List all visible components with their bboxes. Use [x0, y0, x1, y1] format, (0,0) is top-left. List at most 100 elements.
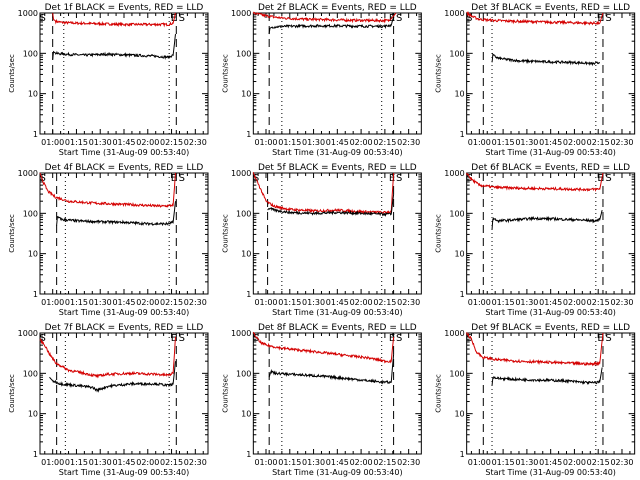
- x-tick-label: 02:15: [373, 458, 396, 467]
- x-tick-label: 02:00: [136, 298, 159, 307]
- event-marker-label: S: [40, 173, 46, 184]
- y-tick-label: 1000: [444, 329, 464, 338]
- detector-panel: Det 5f BLACK = Events, RED = LLD 1 10 100 10…: [221, 163, 422, 317]
- x-tick-label: 02:00: [563, 458, 586, 467]
- x-tick-label: 01:30: [89, 138, 112, 147]
- y-axis-label: Counts/sec: [435, 374, 443, 413]
- lld-rate-line: [466, 172, 604, 193]
- x-tick-label: 01:00: [41, 298, 64, 307]
- event-marker-label: S: [605, 13, 611, 24]
- detector-panel: Det 3f BLACK = Events, RED = LLD 1 10 100 10…: [435, 3, 636, 157]
- y-tick-label: 1: [33, 290, 38, 299]
- y-tick-label: 10: [241, 250, 251, 259]
- y-tick-label: 1: [33, 130, 38, 139]
- x-tick-label: 01:30: [302, 458, 325, 467]
- x-tick-label: 02:30: [184, 298, 207, 307]
- x-tick-label: 01:45: [326, 138, 349, 147]
- y-tick-label: 100: [449, 369, 464, 378]
- x-tick-label: 02:15: [587, 458, 610, 467]
- detector-panel: Det 1f BLACK = Events, RED = LLD 1 10 100 10…: [8, 3, 209, 157]
- panel-title: Det 8f BLACK = Events, RED = LLD: [258, 323, 417, 333]
- lld-rate-line: [466, 332, 604, 367]
- x-tick-label: 02:15: [587, 298, 610, 307]
- event-marker-label: E: [597, 173, 603, 184]
- event-marker-label: S: [396, 13, 402, 24]
- x-tick-label: 01:15: [65, 298, 88, 307]
- detector-panel: Det 8f BLACK = Events, RED = LLD 1 10 100 10…: [221, 323, 422, 477]
- x-tick-label: 01:00: [468, 138, 491, 147]
- x-axis-label: Start Time (31-Aug-09 00:53:40): [272, 308, 403, 317]
- x-tick-label: 01:45: [112, 458, 135, 467]
- x-tick-label: 01:15: [278, 458, 301, 467]
- event-marker-label: E: [597, 13, 603, 24]
- x-tick-label: 02:30: [397, 458, 420, 467]
- x-axis-label: Start Time (31-Aug-09 00:53:40): [59, 468, 190, 477]
- x-tick-label: 02:00: [563, 138, 586, 147]
- x-axis-label: Start Time (31-Aug-09 00:53:40): [272, 468, 403, 477]
- x-tick-label: 02:30: [610, 298, 633, 307]
- x-tick-label: 02:30: [397, 138, 420, 147]
- x-tick-label: 02:15: [160, 138, 183, 147]
- x-axis-label: Start Time (31-Aug-09 00:53:40): [485, 308, 616, 317]
- x-axis-label: Start Time (31-Aug-09 00:53:40): [272, 148, 403, 157]
- event-marker-label: S: [605, 333, 611, 344]
- x-tick-label: 01:00: [468, 298, 491, 307]
- y-tick-label: 10: [454, 250, 464, 259]
- x-tick-label: 01:00: [254, 138, 277, 147]
- x-tick-label: 01:15: [492, 458, 515, 467]
- y-tick-label: 1: [460, 290, 465, 299]
- x-axis-label: Start Time (31-Aug-09 00:53:40): [485, 148, 616, 157]
- events-rate-line: [491, 52, 601, 67]
- event-marker-label: S: [179, 333, 185, 344]
- y-tick-label: 1000: [231, 329, 251, 338]
- y-tick-label: 1000: [18, 329, 38, 338]
- y-tick-label: 1000: [18, 169, 38, 178]
- y-tick-label: 1000: [18, 9, 38, 18]
- y-tick-label: 1: [246, 130, 251, 139]
- y-axis-label: Counts/sec: [435, 214, 443, 253]
- panel-title: Det 4f BLACK = Events, RED = LLD: [45, 163, 204, 173]
- y-tick-label: 1: [246, 450, 251, 459]
- x-tick-label: 02:00: [350, 138, 373, 147]
- event-marker-label: S: [179, 173, 185, 184]
- x-tick-label: 02:15: [160, 298, 183, 307]
- y-tick-label: 1000: [231, 9, 251, 18]
- lld-rate-line: [252, 11, 397, 24]
- x-tick-label: 01:00: [41, 458, 64, 467]
- x-tick-label: 01:30: [89, 298, 112, 307]
- x-tick-label: 01:00: [468, 458, 491, 467]
- event-marker-label: E: [597, 333, 603, 344]
- plot-frame: [252, 332, 422, 455]
- x-tick-label: 01:15: [278, 298, 301, 307]
- x-tick-label: 02:15: [587, 138, 610, 147]
- y-tick-label: 10: [28, 250, 38, 259]
- x-axis-label: Start Time (31-Aug-09 00:53:40): [59, 148, 190, 157]
- events-rate-line: [268, 16, 395, 35]
- y-tick-label: 10: [28, 410, 38, 419]
- y-tick-label: 1000: [444, 169, 464, 178]
- lld-rate-line: [39, 336, 176, 379]
- y-axis-label: Counts/sec: [435, 54, 443, 93]
- x-tick-label: 02:15: [373, 298, 396, 307]
- events-rate-line: [49, 361, 176, 393]
- event-marker-label: S: [396, 333, 402, 344]
- lld-rate-line: [466, 11, 604, 26]
- y-axis-label: Counts/sec: [221, 214, 229, 253]
- y-tick-label: 1: [246, 290, 251, 299]
- x-tick-label: 01:15: [492, 298, 515, 307]
- x-tick-label: 01:30: [515, 458, 538, 467]
- y-tick-label: 100: [236, 209, 251, 218]
- events-rate-line: [268, 354, 395, 385]
- y-tick-label: 1: [460, 130, 465, 139]
- detector-panel: Det 6f BLACK = Events, RED = LLD 1 10 100 10…: [435, 163, 636, 317]
- y-tick-label: 10: [241, 410, 251, 419]
- y-tick-label: 1000: [231, 169, 251, 178]
- y-axis-label: Counts/sec: [221, 374, 229, 413]
- y-tick-label: 100: [23, 209, 38, 218]
- detector-panel: Det 9f BLACK = Events, RED = LLD 1 10 100 10…: [435, 323, 636, 477]
- x-tick-label: 01:30: [515, 298, 538, 307]
- panel-title: Det 1f BLACK = Events, RED = LLD: [45, 3, 204, 13]
- x-tick-label: 02:30: [610, 458, 633, 467]
- x-tick-label: 02:30: [610, 138, 633, 147]
- detector-panel: Det 7f BLACK = Events, RED = LLD 1 10 100 10…: [8, 323, 209, 477]
